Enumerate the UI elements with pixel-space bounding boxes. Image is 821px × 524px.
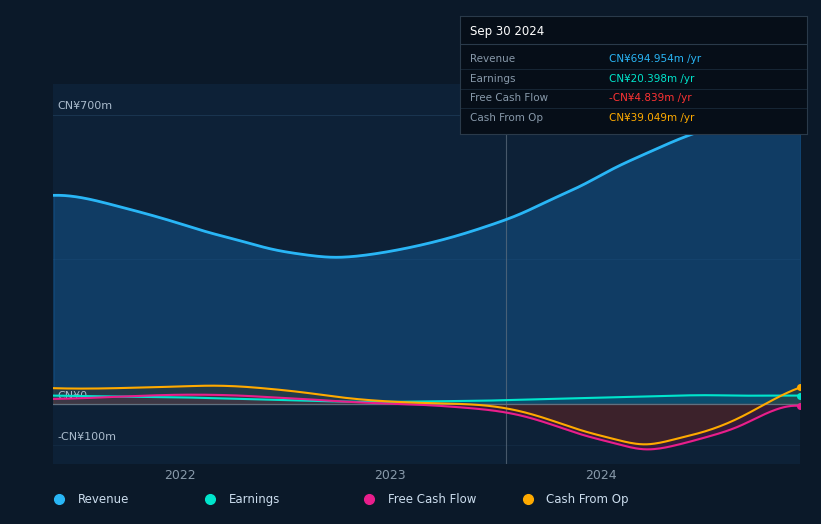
Text: Earnings: Earnings — [470, 74, 516, 84]
Text: Free Cash Flow: Free Cash Flow — [388, 493, 476, 506]
Text: Cash From Op: Cash From Op — [470, 113, 544, 123]
Text: CN¥0: CN¥0 — [57, 390, 88, 400]
Text: CN¥700m: CN¥700m — [57, 101, 112, 111]
Text: Revenue: Revenue — [470, 54, 516, 64]
Text: CN¥20.398m /yr: CN¥20.398m /yr — [609, 74, 695, 84]
Text: Free Cash Flow: Free Cash Flow — [470, 93, 548, 103]
Text: Revenue: Revenue — [78, 493, 130, 506]
Text: CN¥39.049m /yr: CN¥39.049m /yr — [609, 113, 695, 123]
Text: Sep 30 2024: Sep 30 2024 — [470, 25, 544, 38]
Text: -CN¥4.839m /yr: -CN¥4.839m /yr — [609, 93, 692, 103]
Text: Cash From Op: Cash From Op — [547, 493, 629, 506]
Text: -CN¥100m: -CN¥100m — [57, 432, 117, 442]
Text: Past: Past — [773, 96, 796, 106]
Text: Earnings: Earnings — [229, 493, 281, 506]
Text: CN¥694.954m /yr: CN¥694.954m /yr — [609, 54, 701, 64]
